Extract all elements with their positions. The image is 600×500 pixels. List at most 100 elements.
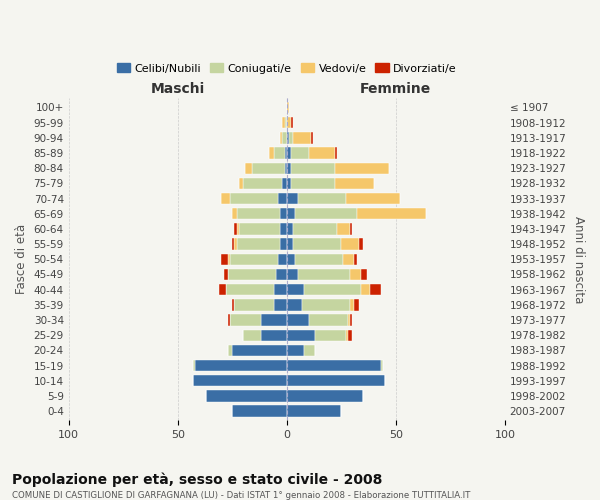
Bar	[274, 284, 287, 296]
Bar	[219, 284, 226, 296]
Bar	[230, 193, 278, 204]
Bar	[287, 360, 380, 372]
Bar	[295, 254, 343, 265]
Bar	[289, 132, 293, 143]
Bar	[287, 254, 295, 265]
Bar	[298, 193, 346, 204]
Bar	[287, 284, 304, 296]
Bar	[243, 330, 260, 341]
Bar	[350, 269, 361, 280]
Bar	[232, 238, 235, 250]
Bar	[230, 314, 260, 326]
Text: Femmine: Femmine	[360, 82, 431, 96]
Bar	[315, 330, 346, 341]
Bar	[287, 178, 291, 189]
Bar	[280, 208, 287, 220]
Bar	[287, 375, 385, 386]
Bar	[252, 162, 284, 174]
Bar	[193, 360, 195, 372]
Bar	[308, 148, 335, 158]
Bar	[228, 254, 230, 265]
Bar	[302, 299, 350, 310]
Bar	[236, 238, 280, 250]
Bar	[337, 223, 350, 234]
Bar	[243, 178, 283, 189]
Bar	[291, 117, 293, 128]
Bar	[293, 223, 337, 234]
Bar	[221, 193, 230, 204]
Bar	[304, 284, 361, 296]
Bar	[298, 269, 350, 280]
Bar	[350, 223, 352, 234]
Bar	[293, 132, 311, 143]
Bar	[236, 208, 280, 220]
Bar	[287, 102, 289, 113]
Bar	[280, 238, 287, 250]
Bar	[348, 330, 352, 341]
Bar	[280, 132, 283, 143]
Bar	[228, 314, 230, 326]
Bar	[287, 148, 291, 158]
Bar	[291, 162, 335, 174]
Bar	[287, 390, 363, 402]
Bar	[287, 238, 293, 250]
Bar	[235, 299, 274, 310]
Legend: Celibi/Nubili, Coniugati/e, Vedovi/e, Divorziati/e: Celibi/Nubili, Coniugati/e, Vedovi/e, Di…	[112, 59, 461, 78]
Bar	[232, 344, 287, 356]
Bar	[343, 254, 355, 265]
Bar	[287, 406, 341, 417]
Bar	[304, 344, 315, 356]
Bar	[346, 330, 348, 341]
Bar	[287, 117, 291, 128]
Bar	[260, 330, 287, 341]
Bar	[245, 162, 252, 174]
Y-axis label: Fasce di età: Fasce di età	[15, 224, 28, 294]
Bar	[287, 193, 298, 204]
Bar	[287, 314, 308, 326]
Text: Maschi: Maschi	[151, 82, 205, 96]
Bar	[287, 132, 289, 143]
Bar	[278, 254, 287, 265]
Bar	[335, 178, 374, 189]
Bar	[239, 178, 243, 189]
Bar	[355, 299, 359, 310]
Bar	[226, 284, 274, 296]
Bar	[311, 132, 313, 143]
Text: Popolazione per età, sesso e stato civile - 2008: Popolazione per età, sesso e stato civil…	[12, 472, 382, 487]
Bar	[359, 238, 363, 250]
Bar	[232, 299, 235, 310]
Bar	[295, 208, 356, 220]
Bar	[361, 284, 370, 296]
Bar	[293, 238, 341, 250]
Bar	[287, 344, 304, 356]
Bar	[232, 406, 287, 417]
Bar	[235, 238, 236, 250]
Bar	[195, 360, 287, 372]
Bar	[350, 299, 355, 310]
Bar	[283, 178, 287, 189]
Bar	[355, 254, 356, 265]
Bar	[206, 390, 287, 402]
Bar	[335, 148, 337, 158]
Bar	[276, 269, 287, 280]
Bar	[287, 162, 291, 174]
Bar	[346, 193, 400, 204]
Bar	[228, 269, 276, 280]
Bar	[236, 223, 239, 234]
Bar	[335, 162, 389, 174]
Bar	[308, 314, 348, 326]
Bar	[232, 208, 236, 220]
Bar	[291, 178, 335, 189]
Bar	[230, 254, 278, 265]
Bar	[380, 360, 383, 372]
Bar	[356, 208, 427, 220]
Bar	[278, 193, 287, 204]
Bar	[280, 223, 287, 234]
Bar	[228, 344, 232, 356]
Bar	[287, 208, 295, 220]
Bar	[287, 299, 302, 310]
Bar	[283, 117, 284, 128]
Bar	[224, 269, 228, 280]
Bar	[350, 314, 352, 326]
Bar	[235, 223, 236, 234]
